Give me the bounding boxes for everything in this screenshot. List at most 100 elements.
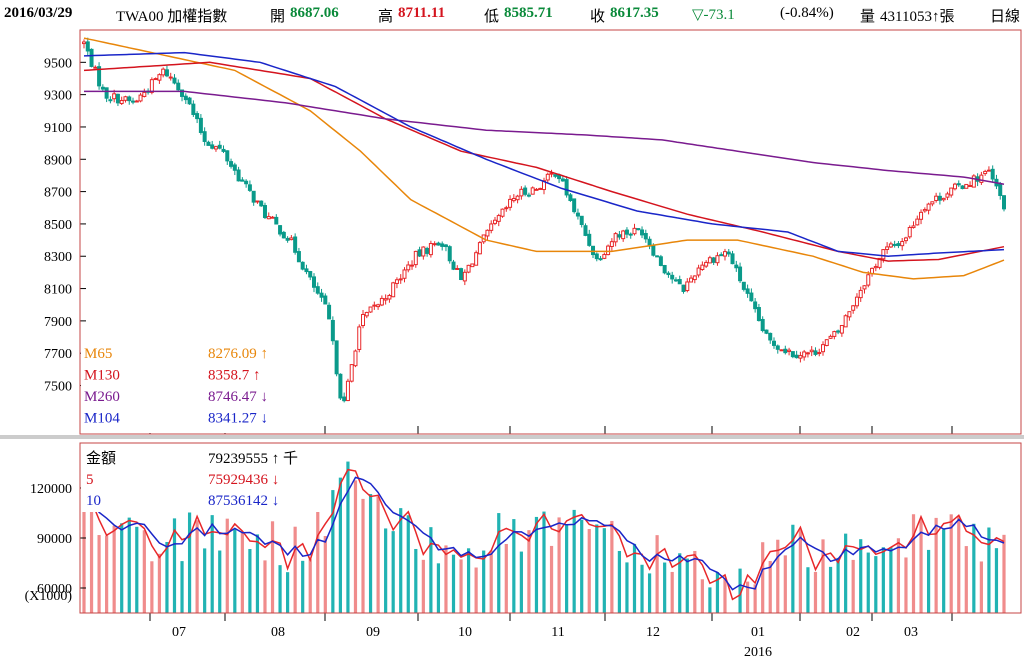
volume-bar: [512, 519, 516, 613]
candle-body: [802, 351, 807, 358]
candle-body: [922, 209, 927, 212]
candle-body: [138, 94, 143, 102]
candle-body: [843, 315, 848, 328]
candle-body: [255, 200, 260, 203]
volume-bar: [813, 571, 818, 613]
candle-body: [244, 180, 249, 185]
candle-body: [100, 86, 105, 90]
volume-bar: [700, 579, 704, 613]
candle-body: [888, 243, 893, 248]
candle-body: [594, 253, 599, 260]
candle-body: [289, 237, 294, 241]
candle-body: [127, 96, 132, 102]
candle-body: [903, 237, 908, 242]
candle-body: [240, 179, 245, 182]
candle-body: [741, 281, 746, 290]
candle-body: [104, 87, 109, 99]
candle-body: [549, 172, 554, 175]
volume-bar: [987, 527, 991, 613]
candle-body: [345, 380, 350, 402]
volume-bar: [301, 560, 305, 613]
volume-bar: [105, 535, 109, 613]
candle-body: [176, 82, 181, 91]
candle-body: [217, 144, 222, 149]
close-value: 8617.35: [610, 5, 659, 21]
volume-bar: [1002, 534, 1006, 613]
candle-body: [198, 117, 203, 133]
candle-body: [821, 344, 826, 353]
candle-body: [131, 100, 136, 103]
candle-body: [613, 233, 618, 243]
candle-body: [900, 241, 905, 247]
candle-body: [262, 205, 267, 219]
candle-body: [504, 207, 509, 210]
price-legend-name: M104: [84, 411, 120, 427]
candle-body: [711, 257, 716, 263]
candle-body: [828, 335, 833, 339]
candle-body: [862, 285, 867, 290]
volume-bar: [82, 497, 86, 613]
candle-body: [119, 99, 124, 104]
price-tick-label: 8100: [44, 283, 72, 298]
candle-body: [383, 298, 388, 301]
candle-body: [447, 246, 452, 262]
candle-body: [730, 253, 735, 265]
candle-body: [591, 245, 596, 256]
candle-body: [1002, 195, 1006, 210]
price-tick-label: 9500: [44, 56, 72, 71]
candle-body: [568, 194, 573, 201]
volume-bar: [391, 531, 395, 613]
candle-body: [598, 258, 603, 261]
volume-bar: [225, 518, 229, 613]
candle-body: [726, 251, 731, 255]
volume-bar: [270, 521, 275, 613]
volume-bar: [768, 561, 772, 613]
volume-bar: [489, 550, 493, 613]
candle-body: [259, 200, 264, 207]
candle-body: [134, 100, 139, 103]
candle-body: [462, 271, 467, 282]
volume-bar: [625, 562, 629, 613]
candle-body: [247, 184, 252, 191]
candle-body: [410, 264, 415, 267]
volume-bar: [866, 552, 870, 613]
volume-bar: [926, 549, 931, 613]
candle-body: [523, 187, 528, 195]
candle-body: [655, 255, 660, 258]
volume-bar: [497, 513, 501, 613]
candle-body: [274, 216, 279, 225]
candle-body: [470, 263, 475, 268]
candle-body: [496, 215, 501, 222]
candle-body: [749, 292, 754, 302]
candle-body: [983, 170, 988, 175]
candle-body: [387, 294, 392, 300]
candle-body: [436, 242, 441, 246]
volume-bar: [127, 517, 131, 613]
candle-body: [930, 201, 935, 205]
volume-bar: [331, 490, 335, 613]
volume-bar: [376, 496, 380, 613]
candle-body: [492, 219, 497, 224]
candle-body: [692, 275, 697, 281]
volume-bar: [851, 559, 855, 613]
volume-bar: [602, 528, 606, 613]
open-label: 開: [270, 9, 286, 25]
candle-body: [790, 351, 795, 358]
candle-body: [621, 230, 626, 240]
candle-body: [926, 203, 931, 211]
price-legend-name: M130: [84, 368, 120, 384]
candle-body: [968, 185, 973, 188]
candle-body: [952, 183, 957, 190]
price-legend-name: M65: [84, 346, 112, 362]
candle-body: [508, 198, 513, 208]
volume-bar: [504, 543, 508, 613]
candle-body: [775, 345, 780, 350]
volume-bar: [783, 555, 787, 613]
high-value: 8711.11: [398, 5, 446, 21]
candle-body: [542, 180, 546, 191]
candle-body: [677, 279, 682, 285]
candle-body: [353, 350, 358, 367]
candle-body: [229, 161, 234, 167]
volume-bar: [248, 549, 252, 613]
volume-bar: [957, 516, 961, 613]
